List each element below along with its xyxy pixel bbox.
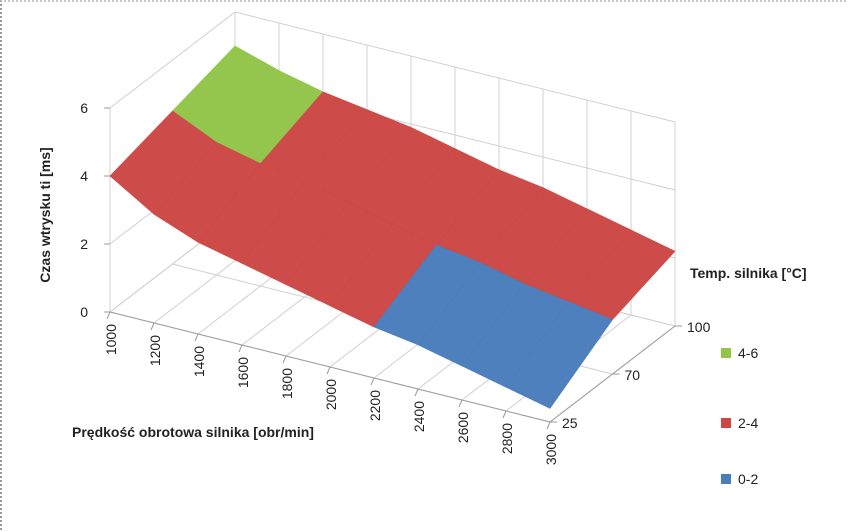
x-tick-mark: [194, 333, 199, 342]
x-tick-mark: [546, 421, 551, 430]
y-tick-label: 0: [80, 304, 88, 320]
y-tick-label: 6: [80, 100, 88, 116]
x-tick-mark: [502, 410, 507, 419]
x-tick-label: 2000: [323, 379, 339, 410]
x-tick-mark: [326, 366, 331, 375]
legend: 4-6 2-4 0-2: [721, 345, 758, 487]
y-tick-label: 4: [80, 168, 88, 184]
x-tick-label: 2200: [367, 390, 383, 421]
x-tick-label: 2800: [499, 423, 515, 454]
x-tick-mark: [458, 399, 463, 408]
x-axis-title: Prędkość obrotowa silnika [obr/min]: [72, 424, 314, 440]
x-tick-label: 2400: [411, 401, 427, 432]
x-tick-mark: [414, 388, 419, 397]
x-tick-mark: [370, 377, 375, 386]
surface-plot: [109, 45, 676, 409]
x-tick-mark: [238, 344, 243, 353]
legend-swatch-2-4: [721, 418, 731, 428]
x-tick-label: 2600: [455, 412, 471, 443]
x-tick-label: 1400: [191, 346, 207, 377]
z-tick-label: 70: [625, 367, 641, 383]
x-tick-mark: [282, 355, 287, 364]
legend-label-0-2: 0-2: [738, 471, 758, 487]
z-tick-label: 100: [687, 319, 711, 335]
x-tick-label: 1800: [279, 368, 295, 399]
z-tick-label: 25: [562, 415, 578, 431]
axis-ticks: 0 2 4 6 1000 1200 1400 1600 1800 2000 2200 2400 2600…: [80, 100, 710, 465]
x-tick-mark: [150, 322, 155, 331]
legend-swatch-4-6: [721, 348, 731, 358]
x-tick-label: 1000: [103, 324, 119, 355]
x-tick-label: 1200: [147, 335, 163, 366]
y-axis-title: Czas wtrysku ti [ms]: [37, 147, 53, 282]
side-wall-gridline: [109, 11, 236, 109]
surface-patch: [505, 301, 613, 409]
legend-label-4-6: 4-6: [738, 345, 758, 361]
x-tick-label: 3000: [543, 434, 559, 465]
z-axis-title: Temp. silnika [°C]: [690, 265, 807, 281]
legend-label-2-4: 2-4: [738, 415, 758, 431]
y-tick-label: 2: [80, 236, 88, 252]
x-tick-label: 1600: [235, 357, 251, 388]
legend-swatch-0-2: [721, 474, 731, 484]
x-tick-mark: [106, 311, 111, 320]
